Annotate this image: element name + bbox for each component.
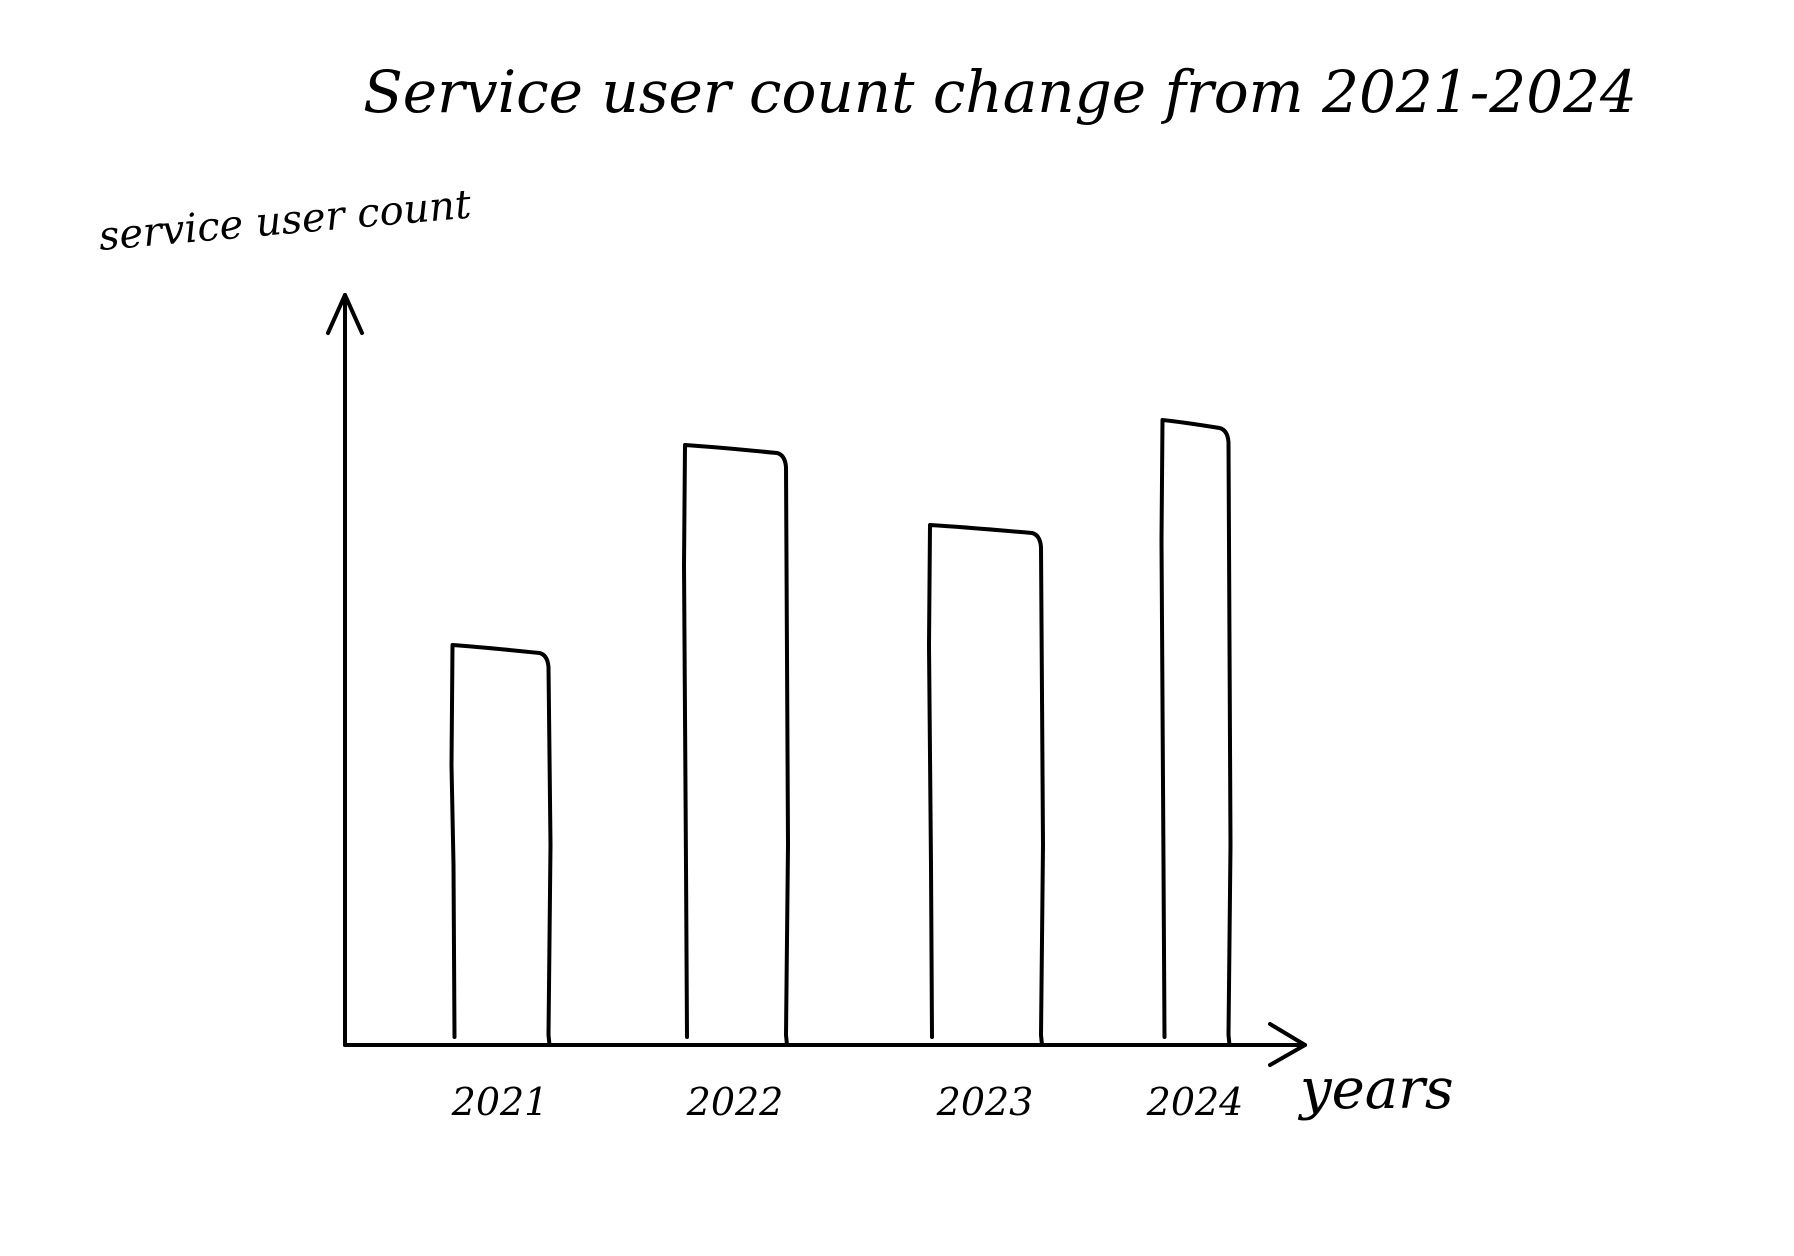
x-tick-label-2021: 2021 [451,1080,549,1124]
chart-title: Service user count change from 2021-2024 [363,58,1637,126]
x-axis-label: years [1297,1057,1454,1122]
x-tick-labels: 2021 2022 2023 2024 [451,1080,1244,1124]
bar-2021 [449,643,553,1047]
x-tick-label-2024: 2024 [1146,1080,1244,1124]
x-tick-label-2022: 2022 [686,1080,784,1124]
bar-2022 [682,443,790,1047]
x-tick-label-2023: 2023 [936,1080,1034,1124]
x-axis-arrow [1268,1022,1307,1067]
axes [326,293,1307,1067]
bar-2024 [1159,418,1233,1047]
y-axis-label: service user count [97,182,474,260]
bars [449,418,1233,1047]
bar-2023 [927,523,1045,1047]
y-axis-arrow [326,293,364,335]
